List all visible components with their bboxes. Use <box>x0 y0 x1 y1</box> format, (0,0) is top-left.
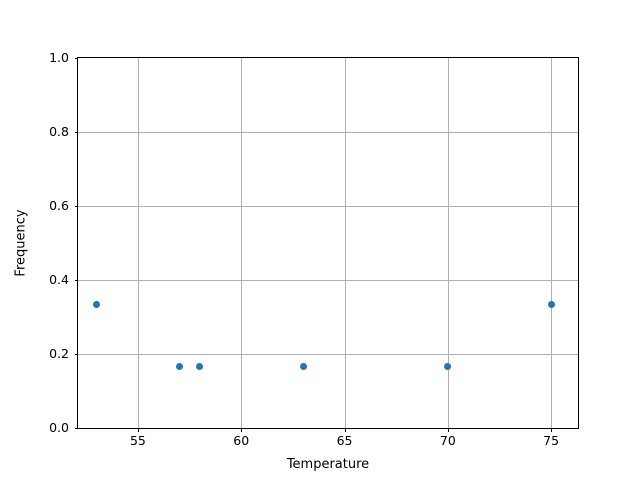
y-tick-mark <box>74 206 78 207</box>
x-tick-label: 55 <box>129 433 146 448</box>
y-tick-label: 0.2 <box>49 346 69 361</box>
data-point <box>196 362 204 370</box>
gridline-horizontal <box>78 280 578 281</box>
gridline-vertical <box>344 58 346 428</box>
x-tick-label: 60 <box>233 433 250 448</box>
data-point <box>547 301 555 309</box>
data-point <box>93 301 101 309</box>
gridline-horizontal <box>78 206 578 207</box>
data-point <box>175 362 183 370</box>
y-tick-label: 0.8 <box>49 124 69 139</box>
gridline-horizontal <box>78 354 578 355</box>
y-tick-mark <box>74 132 78 133</box>
x-tick-mark <box>344 428 346 432</box>
x-tick-mark <box>551 428 553 432</box>
x-tick-label: 65 <box>336 433 353 448</box>
x-tick-label: 75 <box>543 433 560 448</box>
gridline-vertical <box>551 58 553 428</box>
x-tick-mark <box>447 428 449 432</box>
y-tick-label: 0.4 <box>49 272 69 287</box>
y-tick-mark <box>74 58 78 59</box>
plot-axes: 55 60 65 70 75 0.0 0.2 0.4 0.6 0.8 1.0 Temperatur… <box>14 51 579 472</box>
y-axis-label: Frequency <box>13 209 29 277</box>
gridline-horizontal <box>78 132 578 133</box>
gridline-vertical <box>137 58 139 428</box>
y-tick-label: 0.6 <box>49 198 69 213</box>
x-tick-mark <box>137 428 139 432</box>
x-tick-label: 70 <box>439 433 456 448</box>
y-tick-mark <box>74 280 78 281</box>
data-point <box>299 362 307 370</box>
data-point <box>444 362 452 370</box>
gridline-vertical <box>241 58 243 428</box>
gridline-vertical <box>447 58 449 428</box>
y-tick-label: 1.0 <box>49 50 69 65</box>
y-tick-mark <box>74 428 78 429</box>
x-axis-label: Temperature <box>286 457 370 472</box>
x-tick-mark <box>241 428 243 432</box>
y-tick-label: 0.0 <box>49 420 69 435</box>
y-tick-mark <box>74 354 78 355</box>
